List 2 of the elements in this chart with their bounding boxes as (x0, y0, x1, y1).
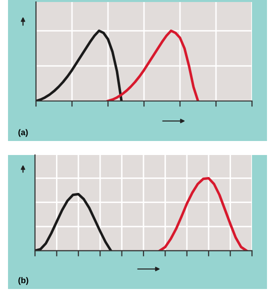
text: (b) (18, 277, 28, 285)
text: (a) (18, 129, 28, 137)
